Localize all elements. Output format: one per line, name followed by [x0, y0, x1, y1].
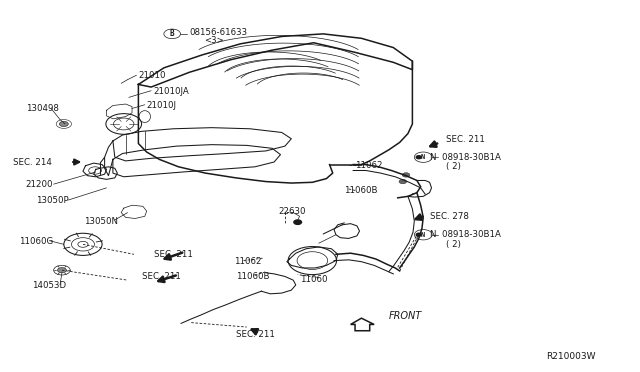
- Circle shape: [294, 220, 301, 224]
- Text: N: N: [421, 154, 426, 160]
- Text: N  08918-30B1A: N 08918-30B1A: [429, 153, 500, 162]
- Text: 11060B: 11060B: [344, 186, 378, 195]
- Text: SEC. 278: SEC. 278: [429, 212, 468, 221]
- Text: N  08918-30B1A: N 08918-30B1A: [429, 230, 500, 239]
- Circle shape: [60, 121, 68, 126]
- Text: SEC. 214: SEC. 214: [13, 157, 52, 167]
- Text: SEC. 211: SEC. 211: [154, 250, 193, 259]
- Text: ( 2): ( 2): [446, 240, 461, 249]
- Text: 11060B: 11060B: [236, 272, 269, 281]
- Circle shape: [58, 267, 67, 273]
- Circle shape: [402, 173, 410, 177]
- Text: 13050P: 13050P: [36, 196, 69, 205]
- Text: R210003W: R210003W: [546, 352, 596, 361]
- Text: 21010: 21010: [138, 71, 166, 80]
- Text: 11062: 11062: [355, 161, 383, 170]
- Text: SEC. 211: SEC. 211: [446, 135, 485, 144]
- Text: N: N: [421, 232, 426, 238]
- Text: ( 2): ( 2): [446, 162, 461, 171]
- Text: 21010JA: 21010JA: [153, 87, 189, 96]
- Text: B: B: [170, 29, 175, 38]
- Text: 11060: 11060: [300, 275, 327, 283]
- Text: 13050N: 13050N: [84, 217, 118, 225]
- Text: <3>: <3>: [204, 36, 224, 45]
- Text: FRONT: FRONT: [389, 311, 422, 321]
- Text: 11060G: 11060G: [19, 237, 54, 246]
- Circle shape: [399, 179, 406, 184]
- Text: 14053D: 14053D: [32, 281, 66, 290]
- Text: 130498: 130498: [26, 104, 58, 113]
- Text: 11062: 11062: [234, 257, 262, 266]
- Text: 22630: 22630: [278, 207, 306, 217]
- Text: 21200: 21200: [26, 180, 53, 189]
- Circle shape: [416, 156, 421, 159]
- Text: SEC. 211: SEC. 211: [236, 330, 275, 339]
- Text: 08156-61633: 08156-61633: [189, 28, 248, 37]
- Text: 21010J: 21010J: [147, 101, 177, 110]
- Circle shape: [416, 233, 421, 236]
- Text: SEC. 211: SEC. 211: [141, 272, 180, 281]
